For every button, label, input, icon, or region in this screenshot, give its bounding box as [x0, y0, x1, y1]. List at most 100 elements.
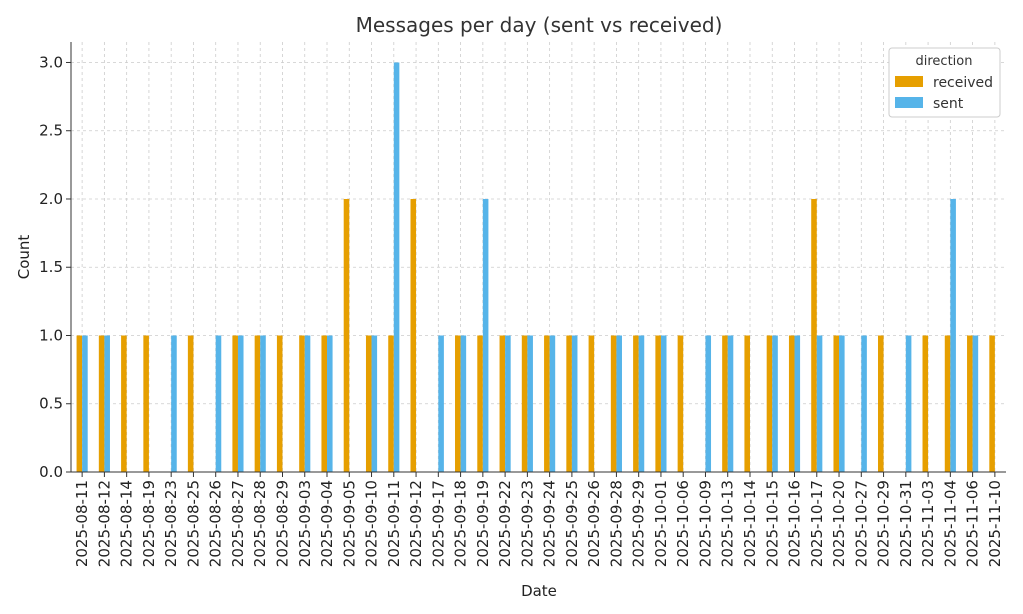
- x-tick-label: 2025-10-16: [786, 480, 804, 567]
- bar-received-2025-09-12: [410, 198, 417, 472]
- bar-sent-2025-10-01: [660, 335, 667, 472]
- x-tick-label: 2025-10-06: [674, 480, 692, 567]
- x-tick-label: 2025-11-03: [919, 480, 937, 567]
- y-ticks: 0.0 0.5 1.0 1.5 2.0 2.5 3.0: [39, 53, 71, 481]
- legend-label-sent: sent: [933, 96, 964, 112]
- bar-sent-2025-08-28: [260, 335, 266, 472]
- legend-title: direction: [916, 54, 973, 69]
- bar-sent-2025-09-03: [304, 335, 311, 472]
- axes: [70, 42, 1006, 473]
- bar-sent-2025-08-11: [82, 335, 88, 472]
- bar-sent-2025-10-31: [905, 335, 912, 472]
- x-tick-label: 2025-10-09: [696, 480, 714, 567]
- bar-sent-2025-09-29: [638, 335, 645, 472]
- bar-received-2025-08-14: [121, 335, 127, 472]
- x-tick-label: 2025-10-13: [719, 480, 737, 567]
- x-tick-label: 2025-09-23: [518, 480, 536, 567]
- x-tick-label: 2025-09-04: [318, 480, 336, 567]
- bar-sent-2025-09-18: [460, 335, 467, 472]
- bar-received-2025-08-29: [276, 335, 283, 472]
- bar-sent-2025-09-17: [438, 335, 444, 472]
- x-tick-label: 2025-09-26: [585, 480, 603, 567]
- x-tick-label: 2025-09-25: [563, 480, 581, 567]
- bar-received-2025-08-12: [98, 335, 105, 472]
- x-tick-label: 2025-09-28: [607, 480, 625, 567]
- x-tick-label: 2025-10-29: [875, 480, 893, 567]
- bar-received-2025-10-13: [722, 335, 728, 472]
- x-tick-label: 2025-08-27: [229, 480, 247, 567]
- bar-sent-2025-09-23: [527, 335, 533, 472]
- bar-received-2025-10-29: [877, 335, 884, 472]
- bar-sent-2025-09-24: [549, 335, 556, 472]
- bar-received-2025-09-25: [566, 335, 572, 472]
- bar-sent-2025-11-04: [950, 198, 956, 472]
- x-tick-label: 2025-10-31: [897, 480, 915, 567]
- bar-sent-2025-08-12: [104, 335, 110, 472]
- bar-received-2025-08-27: [232, 335, 238, 472]
- x-tick-label: 2025-08-11: [73, 480, 91, 567]
- x-tick-label: 2025-08-26: [207, 480, 225, 567]
- legend-label-received: received: [933, 75, 993, 91]
- x-tick-label: 2025-08-12: [95, 480, 113, 567]
- x-tick-label: 2025-08-28: [251, 480, 269, 567]
- y-tick-label: 1.0: [39, 326, 63, 344]
- bar-received-2025-09-18: [455, 335, 461, 472]
- bar-received-2025-09-19: [477, 335, 483, 472]
- bar-sent-2025-10-17: [816, 335, 823, 472]
- bar-received-2025-08-25: [187, 335, 194, 472]
- bar-received-2025-08-28: [254, 335, 261, 472]
- legend-swatch-received: [895, 76, 923, 87]
- bar-sent-2025-10-16: [794, 335, 801, 472]
- bar-received-2025-09-26: [588, 335, 595, 472]
- x-tick-label: 2025-09-11: [385, 480, 403, 567]
- bar-received-2025-09-22: [499, 335, 506, 472]
- x-tick-label: 2025-08-25: [184, 480, 202, 567]
- bar-sent-2025-09-04: [327, 335, 333, 472]
- bar-received-2025-09-23: [521, 335, 528, 472]
- bar-sent-2025-11-06: [972, 335, 979, 472]
- x-tick-label: 2025-11-10: [986, 480, 1004, 567]
- bar-sent-2025-09-10: [371, 335, 378, 472]
- bar-received-2025-09-04: [321, 335, 328, 472]
- bar-sent-2025-09-11: [393, 62, 400, 472]
- x-tick-label: 2025-08-29: [273, 480, 291, 567]
- bar-sent-2025-09-22: [505, 335, 511, 472]
- bar-sent-2025-10-27: [861, 335, 867, 472]
- bar-received-2025-09-29: [633, 335, 639, 472]
- x-tick-label: 2025-08-19: [140, 480, 158, 567]
- y-tick-label: 3.0: [39, 53, 63, 71]
- y-tick-label: 2.0: [39, 190, 63, 208]
- bar-received-2025-08-19: [143, 335, 149, 472]
- x-axis-label: Date: [521, 582, 557, 600]
- bar-sent-2025-10-13: [727, 335, 734, 472]
- y-tick-label: 2.5: [39, 122, 63, 140]
- bar-sent-2025-10-15: [772, 335, 778, 472]
- y-tick-label: 0.0: [39, 463, 63, 481]
- x-tick-label: 2025-09-05: [340, 480, 358, 567]
- y-tick-label: 1.5: [39, 258, 63, 276]
- bar-received-2025-10-15: [766, 335, 773, 472]
- x-tick-label: 2025-10-14: [741, 480, 759, 567]
- legend: direction received sent: [888, 47, 1001, 118]
- x-tick-label: 2025-09-22: [496, 480, 514, 567]
- bar-received-2025-09-28: [610, 335, 617, 472]
- bar-sent-2025-08-23: [171, 335, 177, 472]
- x-tick-label: 2025-11-04: [941, 480, 959, 567]
- bar-received-2025-10-01: [655, 335, 661, 472]
- bar-received-2025-10-06: [677, 335, 684, 472]
- x-tick-label: 2025-09-19: [474, 480, 492, 567]
- x-tick-label: 2025-09-03: [296, 480, 314, 567]
- bar-sent-2025-08-26: [215, 335, 222, 472]
- bar-received-2025-09-11: [388, 335, 394, 472]
- bar-sent-2025-09-25: [571, 335, 578, 472]
- bar-received-2025-10-17: [811, 198, 817, 472]
- x-tick-label: 2025-08-23: [162, 480, 180, 567]
- bar-received-2025-11-10: [989, 335, 995, 472]
- x-tick-label: 2025-09-12: [407, 480, 425, 567]
- bar-received-2025-11-06: [967, 335, 973, 472]
- x-tick-label: 2025-10-15: [763, 480, 781, 567]
- bar-sent-2025-09-19: [482, 198, 489, 472]
- bar-received-2025-11-03: [922, 335, 929, 472]
- bar-received-2025-09-05: [343, 198, 350, 472]
